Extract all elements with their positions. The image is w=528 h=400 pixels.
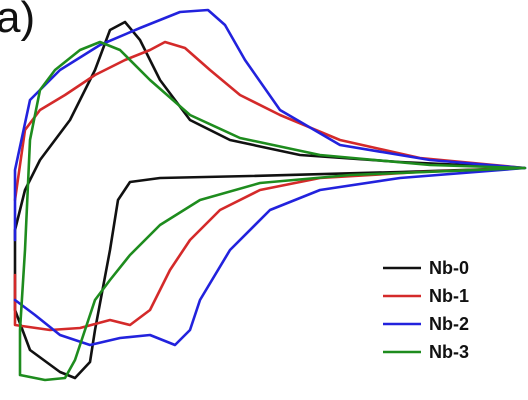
cv-curve (18, 40, 527, 382)
legend-label: Nb-0 (429, 258, 469, 278)
legend-label: Nb-2 (429, 314, 469, 334)
legend-label: Nb-1 (429, 286, 469, 306)
legend-label: Nb-3 (429, 342, 469, 362)
panel-label: a) (0, 0, 35, 42)
